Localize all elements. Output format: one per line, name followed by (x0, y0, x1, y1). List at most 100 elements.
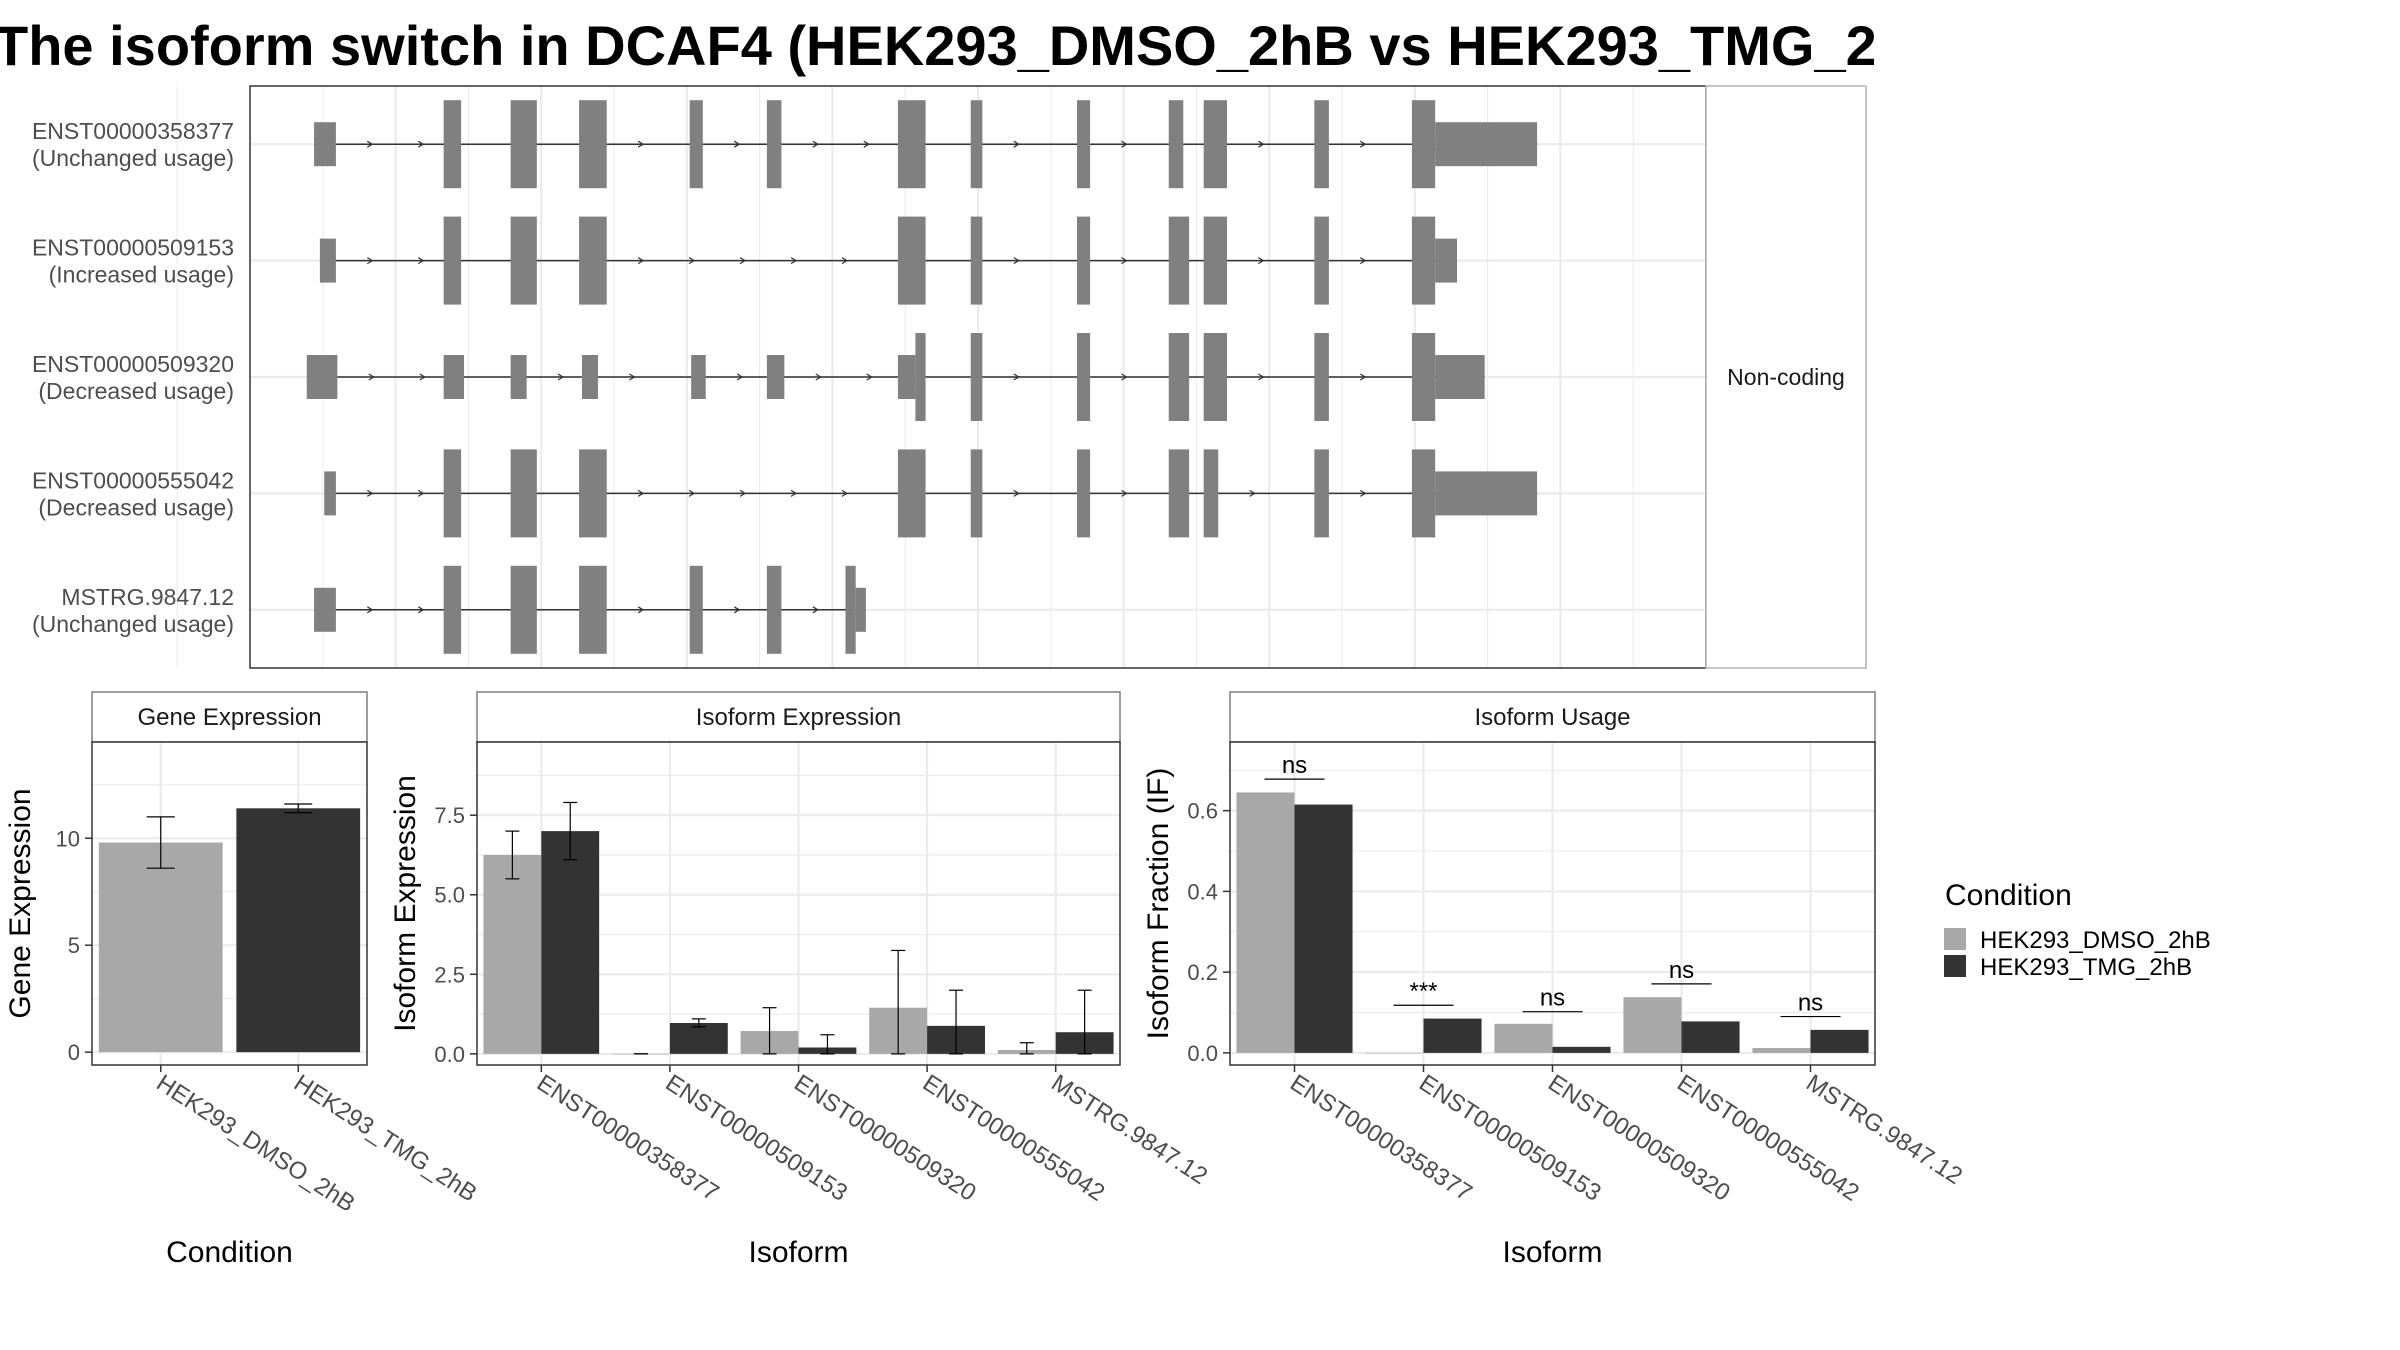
direction-arrow (733, 606, 741, 614)
coding-exon (1168, 100, 1184, 189)
direction-arrow (863, 140, 870, 148)
bar (1294, 804, 1353, 1053)
panel-strip (476, 691, 1121, 743)
utr-exon (691, 355, 706, 399)
bar (1681, 1021, 1740, 1053)
coding-exon (766, 565, 782, 654)
significance-label: ns (1540, 985, 1565, 1012)
x-axis-title: Condition (166, 1236, 293, 1269)
direction-arrow (739, 489, 747, 497)
direction-arrow (812, 140, 820, 148)
direction-arrow (688, 257, 696, 265)
utr-exon (581, 355, 598, 399)
direction-arrow (841, 257, 849, 265)
direction-arrow (366, 489, 374, 497)
transcript-status-label: (Unchanged usage) (32, 611, 234, 637)
coding-exon (1203, 333, 1227, 421)
coding-exon (1203, 216, 1227, 305)
direction-arrow (739, 257, 747, 265)
direction-arrow (1258, 373, 1265, 381)
direction-arrow (1121, 489, 1128, 497)
direction-arrow (417, 257, 425, 265)
direction-arrow (1359, 257, 1367, 265)
direction-arrow (733, 140, 741, 148)
coding-exon (1077, 100, 1091, 189)
direction-arrow (637, 489, 645, 497)
coding-exon (579, 100, 607, 189)
x-axis-title: Isoform (748, 1236, 848, 1269)
direction-arrow (366, 257, 374, 265)
coding-exon (689, 565, 703, 654)
y-tick-label: 0.6 (1187, 799, 1218, 824)
y-tick-label: 0.0 (1187, 1041, 1218, 1066)
coding-exon (510, 216, 537, 305)
direction-arrow (790, 489, 798, 497)
coding-exon (579, 449, 607, 538)
y-tick-label: 0.4 (1187, 879, 1218, 904)
direction-arrow (736, 373, 744, 381)
utr-exon (314, 587, 336, 632)
legend-swatch (1944, 955, 1966, 977)
utr-exon (1435, 355, 1485, 399)
utr-exon (319, 238, 336, 283)
y-tick-label: 7.5 (434, 803, 465, 828)
coding-exon (970, 449, 983, 538)
y-tick-label: 5.0 (434, 883, 465, 908)
direction-arrow (368, 373, 375, 381)
strip-label-noncoding: Non-coding (1727, 364, 1845, 390)
structure-strip (1705, 85, 1867, 669)
coding-exon (443, 100, 462, 189)
bar (236, 808, 361, 1053)
direction-arrow (557, 373, 565, 381)
utr-exon (306, 355, 338, 399)
transcript-status-label: (Decreased usage) (38, 494, 234, 520)
significance-label: ns (1669, 957, 1694, 984)
direction-arrow (1121, 140, 1128, 148)
legend-item-label: HEK293_TMG_2hB (1980, 954, 2192, 981)
direction-arrow (815, 373, 822, 381)
bar (541, 831, 600, 1054)
gene-structure-panel: ENST00000358377(Unchanged usage)ENST0000… (32, 85, 1867, 669)
transcript-status-label: (Decreased usage) (38, 378, 234, 404)
direction-arrow (637, 140, 645, 148)
coding-exon (970, 333, 983, 421)
y-axis-title: Gene Expression (4, 788, 37, 1018)
utr-exon (897, 355, 916, 399)
direction-arrow (1249, 489, 1256, 497)
coding-exon (1203, 100, 1227, 189)
coding-exon (915, 333, 926, 421)
bar (1494, 1023, 1553, 1053)
transcript-status-label: (Increased usage) (49, 262, 234, 288)
coding-exon (1168, 333, 1190, 421)
direction-arrow (417, 140, 425, 148)
coding-exon (1411, 216, 1436, 305)
legend-title: Condition (1945, 879, 2072, 912)
significance-label: ns (1798, 990, 1823, 1017)
coding-exon (579, 565, 607, 654)
utr-exon (1435, 122, 1538, 167)
coding-exon (510, 449, 537, 538)
utr-exon (324, 471, 336, 516)
coding-exon (510, 565, 537, 654)
coding-exon (579, 216, 607, 305)
coding-exon (1168, 216, 1190, 305)
utr-exon (510, 355, 527, 399)
coding-exon (1314, 333, 1329, 421)
coding-exon (1203, 449, 1219, 538)
utr-exon (1435, 471, 1538, 516)
panel-strip-title: Gene Expression (137, 704, 321, 731)
y-tick-label: 0 (68, 1040, 80, 1065)
y-tick-label: 2.5 (434, 962, 465, 987)
direction-arrow (629, 373, 636, 381)
panel-strip-title: Isoform Usage (1474, 704, 1630, 731)
bar (1752, 1048, 1811, 1053)
direction-arrow (366, 606, 374, 614)
y-tick-label: 0.2 (1187, 960, 1218, 985)
coding-exon (970, 216, 983, 305)
y-tick-label: 0.0 (434, 1042, 465, 1067)
legend-item-label: HEK293_DMSO_2hB (1980, 927, 2211, 954)
significance-label: ns (1282, 752, 1307, 779)
direction-arrow (417, 489, 425, 497)
